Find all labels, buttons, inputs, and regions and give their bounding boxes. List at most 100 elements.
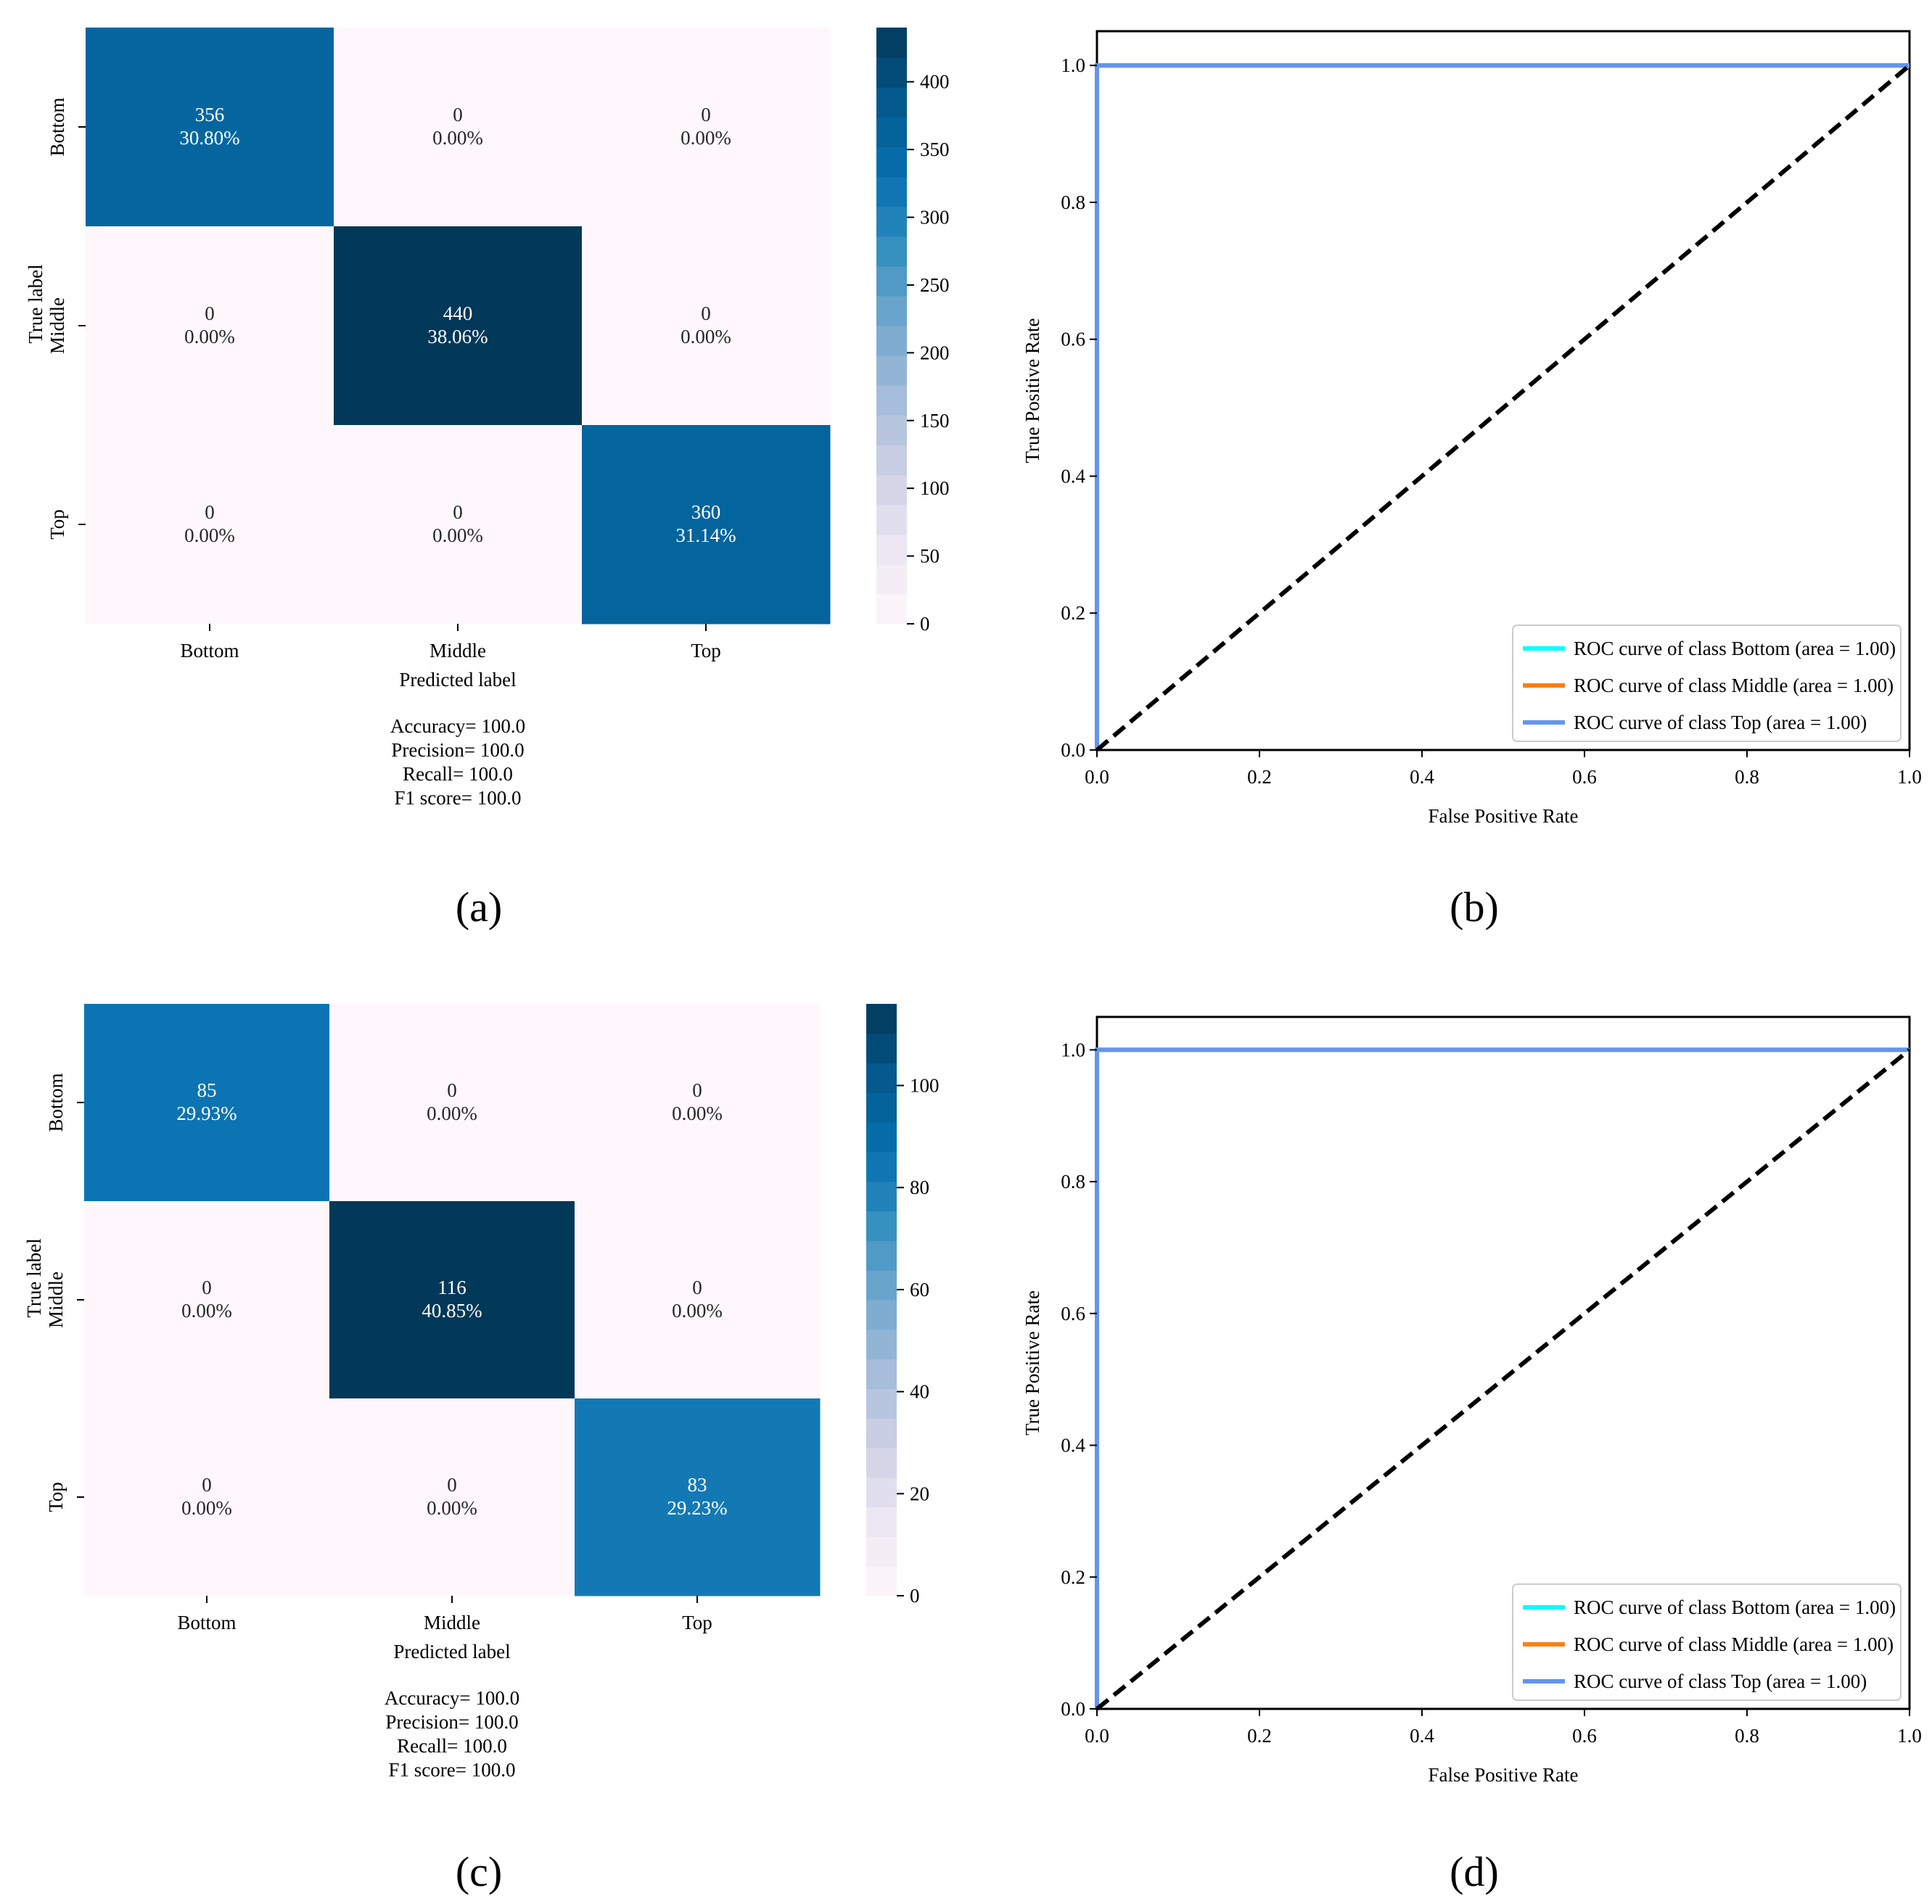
y-tick-label: 0.4 bbox=[1061, 1435, 1085, 1456]
x-tick-label: Middle bbox=[429, 640, 486, 662]
colorbar-tick-label: 80 bbox=[910, 1176, 929, 1198]
colorbar-segment bbox=[866, 1448, 897, 1478]
panel-caption: (c) bbox=[456, 1848, 502, 1895]
colorbar-segment bbox=[866, 1152, 897, 1182]
colorbar-tick-label: 300 bbox=[920, 207, 950, 228]
chance-diagonal bbox=[1096, 1048, 1911, 1711]
cm-count-label: 0 bbox=[205, 501, 215, 523]
cm-count-label: 83 bbox=[688, 1474, 707, 1496]
y-axis-title: True label bbox=[23, 1238, 45, 1317]
cm-percent-label: 0.00% bbox=[681, 326, 731, 347]
cm-percent-label: 0.00% bbox=[181, 1300, 232, 1322]
y-tick-label: 1.0 bbox=[1061, 54, 1085, 76]
metric-label: Recall= 100.0 bbox=[397, 1735, 507, 1757]
colorbar-segment bbox=[876, 176, 907, 207]
colorbar-segment bbox=[866, 1063, 897, 1093]
y-tick-label: 0.4 bbox=[1061, 465, 1085, 487]
metric-label: F1 score= 100.0 bbox=[395, 787, 522, 809]
cm-count-label: 0 bbox=[701, 104, 711, 125]
x-tick-label: 0.2 bbox=[1247, 1725, 1272, 1747]
x-tick-label: Middle bbox=[424, 1612, 480, 1633]
cm-count-label: 360 bbox=[691, 501, 721, 523]
colorbar-segment bbox=[866, 1418, 897, 1448]
cm-cell bbox=[329, 1201, 575, 1399]
colorbar-segment bbox=[876, 295, 907, 326]
colorbar-segment bbox=[876, 593, 907, 625]
cm-percent-label: 31.14% bbox=[675, 524, 736, 546]
y-tick-label: Top bbox=[45, 1482, 67, 1512]
colorbar-segment bbox=[866, 1211, 897, 1241]
x-tick-label: 0.8 bbox=[1735, 766, 1759, 788]
colorbar-segment bbox=[866, 1240, 897, 1271]
panel-caption: (a) bbox=[456, 883, 502, 931]
legend-entry: ROC curve of class Middle (area = 1.00) bbox=[1574, 675, 1894, 696]
cm-count-label: 0 bbox=[447, 1474, 457, 1496]
colorbar-segment bbox=[866, 1329, 897, 1360]
colorbar-segment bbox=[876, 265, 907, 297]
x-tick-label: 0.6 bbox=[1572, 1725, 1597, 1747]
cm-cell bbox=[86, 226, 334, 426]
colorbar-tick-label: 350 bbox=[920, 139, 950, 160]
x-tick-label: 0.8 bbox=[1735, 1725, 1759, 1747]
colorbar-tick-label: 200 bbox=[920, 342, 950, 363]
colorbar-segment bbox=[876, 236, 907, 267]
colorbar-tick-label: 100 bbox=[910, 1075, 940, 1097]
cm-cell bbox=[575, 1201, 821, 1399]
cm-count-label: 0 bbox=[453, 501, 463, 523]
cm-percent-label: 0.00% bbox=[681, 127, 731, 149]
legend-entry: ROC curve of class Middle (area = 1.00) bbox=[1574, 1633, 1894, 1655]
colorbar-segment bbox=[876, 57, 907, 88]
colorbar-segment bbox=[876, 504, 907, 535]
cm-cell bbox=[582, 425, 831, 625]
colorbar-tick-label: 0 bbox=[920, 613, 930, 635]
cm-cell bbox=[582, 28, 831, 227]
cm-cell bbox=[84, 1201, 330, 1399]
cm-count-label: 356 bbox=[195, 104, 225, 125]
cm-cell bbox=[86, 425, 334, 625]
colorbar-segment bbox=[866, 1181, 897, 1212]
y-axis-title: True Positive Rate bbox=[1022, 318, 1043, 463]
colorbar-segment bbox=[876, 28, 907, 58]
chance-diagonal bbox=[1096, 63, 1911, 752]
x-axis-title: Predicted label bbox=[399, 669, 516, 691]
colorbar-segment bbox=[876, 385, 907, 416]
colorbar-segment bbox=[866, 1566, 897, 1596]
cm-count-label: 0 bbox=[447, 1079, 457, 1101]
colorbar-segment bbox=[876, 534, 907, 565]
metric-label: Precision= 100.0 bbox=[391, 739, 524, 761]
x-tick-label: Bottom bbox=[177, 1612, 236, 1633]
cm-cell bbox=[84, 1004, 330, 1202]
y-tick-label: Bottom bbox=[45, 1073, 67, 1132]
y-tick-label: 0.8 bbox=[1061, 191, 1085, 213]
cm-percent-label: 29.93% bbox=[176, 1103, 237, 1124]
cm-percent-label: 30.80% bbox=[179, 127, 239, 149]
colorbar-segment bbox=[866, 1388, 897, 1419]
colorbar-tick-label: 20 bbox=[910, 1483, 929, 1504]
cm-count-label: 0 bbox=[205, 302, 215, 324]
metric-label: Precision= 100.0 bbox=[385, 1711, 518, 1733]
cm-cell bbox=[86, 28, 334, 227]
colorbar-segment bbox=[876, 564, 907, 595]
cm-count-label: 85 bbox=[197, 1079, 217, 1101]
colorbar-segment bbox=[866, 1004, 897, 1034]
x-tick-label: 1.0 bbox=[1897, 1725, 1922, 1747]
cm-cell bbox=[575, 1398, 821, 1596]
colorbar-segment bbox=[876, 117, 907, 147]
cm-percent-label: 0.00% bbox=[432, 127, 483, 149]
cm-cell bbox=[575, 1004, 821, 1202]
cm-cell bbox=[329, 1004, 575, 1202]
colorbar-tick-label: 400 bbox=[920, 71, 950, 93]
cm-count-label: 0 bbox=[202, 1277, 212, 1298]
panel-c-confusion-matrix: 8529.93%00.00%00.00%00.00%11640.85%00.00… bbox=[23, 1004, 940, 1895]
cm-count-label: 116 bbox=[437, 1277, 466, 1298]
cm-count-label: 440 bbox=[443, 302, 473, 324]
y-tick-label: Middle bbox=[46, 297, 68, 354]
colorbar-segment bbox=[866, 1507, 897, 1537]
x-tick-label: Top bbox=[682, 1612, 712, 1633]
y-tick-label: 0.2 bbox=[1061, 1566, 1085, 1588]
x-tick-label: 0.0 bbox=[1085, 1725, 1109, 1747]
legend-entry: ROC curve of class Top (area = 1.00) bbox=[1574, 1670, 1867, 1692]
colorbar-tick-label: 150 bbox=[920, 410, 950, 432]
colorbar-segment bbox=[866, 1033, 897, 1064]
